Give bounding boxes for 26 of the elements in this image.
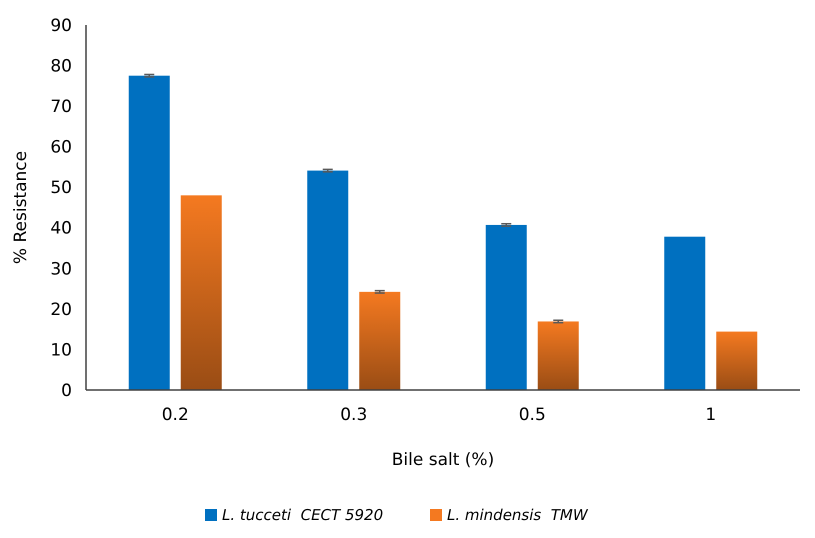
y-tick-label: 80 — [50, 56, 72, 77]
y-tick-label: 40 — [50, 218, 72, 239]
x-tick-label: 0.3 — [340, 405, 368, 425]
x-tick-label: 1 — [705, 405, 716, 425]
x-tick-label: 0.5 — [518, 405, 546, 425]
bar — [307, 170, 348, 390]
x-tick-label: 0.2 — [162, 405, 189, 425]
bar — [716, 332, 758, 390]
y-tick-label: 20 — [50, 300, 72, 320]
legend-label: L. mindensis TMW — [447, 506, 589, 524]
bar — [128, 76, 170, 390]
y-tick-label: 60 — [50, 138, 72, 158]
bar — [664, 236, 706, 390]
y-tick-label: 10 — [50, 340, 72, 360]
x-axis-title: Bile salt (%) — [392, 450, 494, 470]
y-tick-label: 50 — [50, 178, 72, 198]
bar — [180, 195, 222, 390]
bar — [359, 292, 400, 390]
legend-label: L. tucceti CECT 5920 — [222, 506, 384, 524]
y-axis-title: % Resistance — [11, 150, 31, 264]
y-tick-label: 30 — [50, 259, 72, 280]
y-tick-label: 90 — [50, 16, 72, 36]
y-tick-label: 70 — [50, 97, 72, 118]
y-tick-label: 0 — [61, 380, 72, 401]
bar — [486, 224, 527, 390]
bar — [538, 321, 579, 390]
